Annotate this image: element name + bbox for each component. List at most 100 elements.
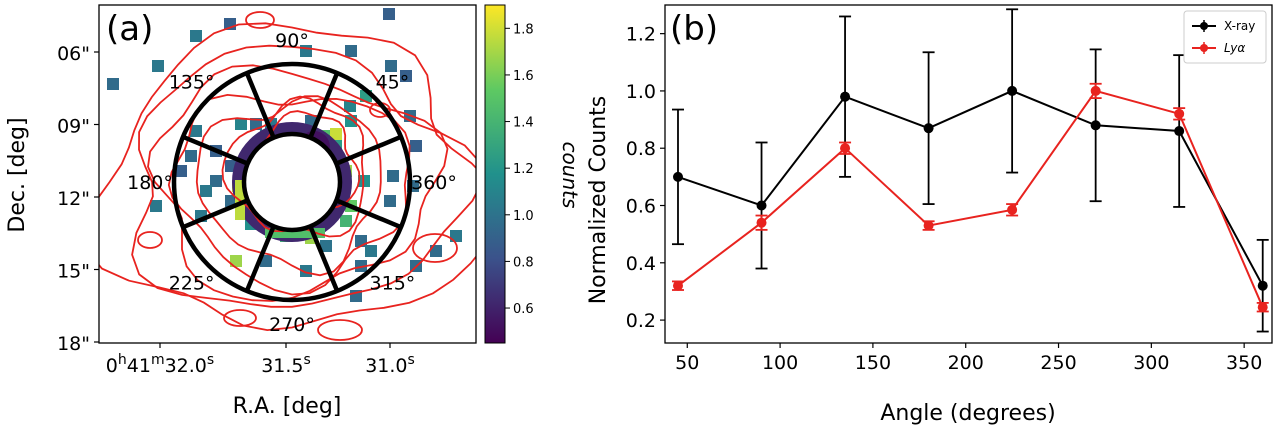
- legend-marker: [1200, 44, 1208, 52]
- panel-b-ticks: 50 100 150 200 250 300 350 0.2 0.4 0.6 0.8 1.0 1.2: [626, 24, 1263, 374]
- count-pixel: [107, 78, 119, 90]
- count-pixel: [235, 118, 247, 130]
- count-pixel: [260, 255, 272, 267]
- count-pixel: [150, 200, 162, 212]
- panel-a-x-tick-label: 0h41m32.0s: [106, 352, 214, 377]
- panel-b-x-tick-label: 200: [948, 352, 984, 374]
- colorbar-ticks: 1.8 1.6 1.4 1.2 1.0 0.8 0.6: [505, 22, 534, 317]
- legend: X-ray Lyα: [1183, 10, 1267, 64]
- count-pixel: [330, 128, 342, 140]
- data-point: [672, 171, 683, 182]
- data-point: [1090, 120, 1101, 131]
- data-point: [1174, 126, 1185, 137]
- data-point: [923, 220, 934, 231]
- panel-a-x-ticks: 0h41m32.0s 31.5s 31.0s: [106, 343, 415, 377]
- count-pixel: [385, 60, 397, 72]
- count-pixel: [190, 125, 202, 137]
- sector-boundary: [182, 198, 249, 230]
- series-line: [677, 89, 1264, 308]
- panel-a-x-tick-label: 31.0s: [365, 352, 415, 377]
- sector-boundary: [182, 134, 249, 166]
- data-point: [1257, 280, 1268, 291]
- panel-b-y-axis-label: Normalized Counts: [586, 96, 611, 305]
- count-pixel: [384, 195, 396, 207]
- contour-island: [412, 233, 458, 263]
- series-lya: [671, 82, 1269, 313]
- sector-angle-labels: 90° 45° 135° 180° 360° 225° 315° 270°: [127, 30, 457, 336]
- panel-a-x-tick-label: 31.5s: [261, 352, 311, 377]
- data-point: [672, 280, 683, 291]
- panel-a-y-tick-label: 18": [57, 333, 90, 355]
- count-pixel: [344, 100, 356, 112]
- count-pixel: [152, 60, 164, 72]
- data-point: [1257, 302, 1268, 313]
- count-pixel: [345, 45, 357, 57]
- contour-line: [99, 22, 476, 332]
- sector-boundary: [244, 72, 276, 139]
- sector-angle-label: 135°: [169, 72, 215, 94]
- panel-a-y-tick-label: 06": [57, 43, 90, 65]
- data-point: [1007, 85, 1018, 96]
- panel-b-x-axis-label: Angle (degrees): [880, 401, 1055, 426]
- legend-label: X-ray: [1224, 19, 1255, 33]
- count-pixel: [340, 215, 352, 227]
- count-pixel: [410, 140, 422, 152]
- sector-angle-label: 270°: [269, 314, 315, 336]
- count-pixel: [210, 175, 222, 187]
- colorbar-tick-label: 1.8: [513, 22, 534, 37]
- count-pixel: [387, 170, 399, 182]
- data-point: [1090, 85, 1101, 96]
- legend-items: X-ray Lyα: [1192, 19, 1255, 55]
- data-point: [840, 91, 851, 102]
- panel-a-frame: [98, 4, 477, 344]
- annulus-outer-circle: [171, 61, 413, 303]
- contour-island: [137, 231, 163, 249]
- sector-angle-label: 180°: [127, 172, 173, 194]
- annulus-inner-circle: [241, 131, 343, 233]
- colorbar-tick-label: 1.2: [513, 162, 534, 177]
- contour-line: [167, 93, 411, 296]
- annulus-sectors: [171, 61, 413, 303]
- data-point: [923, 123, 934, 134]
- panel-b-frame: [664, 4, 1273, 344]
- panel-a: 90° 45° 135° 180° 360° 225° 315° 270° (a) 06" 09…: [5, 4, 477, 419]
- count-pixel: [175, 165, 187, 177]
- data-point: [756, 200, 767, 211]
- panel-b-y-tick-label: 0.8: [626, 138, 656, 160]
- colorbar-gradient: [484, 4, 506, 344]
- colorbar-label: counts: [558, 142, 582, 209]
- contour-line: [195, 95, 382, 277]
- contour-island: [317, 319, 363, 341]
- panel-b-x-tick-label: 150: [855, 352, 891, 374]
- panel-b-x-tick-label: 100: [762, 352, 798, 374]
- panel-b-x-tick-label: 350: [1226, 352, 1262, 374]
- data-point: [1174, 108, 1185, 119]
- count-pixel: [355, 260, 367, 272]
- sector-angle-label: 90°: [275, 30, 309, 52]
- panel-a-label: (a): [106, 9, 153, 49]
- count-pixel: [190, 30, 202, 42]
- sector-angle-label: 45°: [376, 72, 410, 94]
- series-line: [677, 89, 1264, 287]
- count-pixel: [200, 185, 212, 197]
- sector-boundary: [335, 198, 402, 230]
- sector-angle-label: 360°: [411, 172, 457, 194]
- count-pixel: [230, 255, 242, 267]
- sector-boundary: [244, 225, 276, 292]
- count-pixel: [430, 245, 442, 257]
- count-pixel-strip: [265, 228, 325, 238]
- sector-boundary: [308, 225, 340, 292]
- panel-b: 50 100 150 200 250 300 350 0.2 0.4 0.6 0.8 1.0 1.2 (…: [586, 4, 1273, 426]
- data-point: [1007, 204, 1018, 215]
- panel-a-y-ticks: 06" 09" 12" 15" 18": [57, 43, 99, 355]
- count-pixel: [400, 70, 412, 82]
- data-point: [840, 143, 851, 154]
- colorbar-tick-label: 1.0: [513, 209, 534, 224]
- colorbar: 1.8 1.6 1.4 1.2 1.0 0.8 0.6 counts: [484, 4, 582, 344]
- panel-b-label: (b): [670, 9, 718, 49]
- panel-b-x-tick-label: 250: [1040, 352, 1076, 374]
- panel-a-y-axis-label: Dec. [deg]: [5, 117, 30, 232]
- data-point: [756, 217, 767, 228]
- count-pixel: [450, 230, 462, 242]
